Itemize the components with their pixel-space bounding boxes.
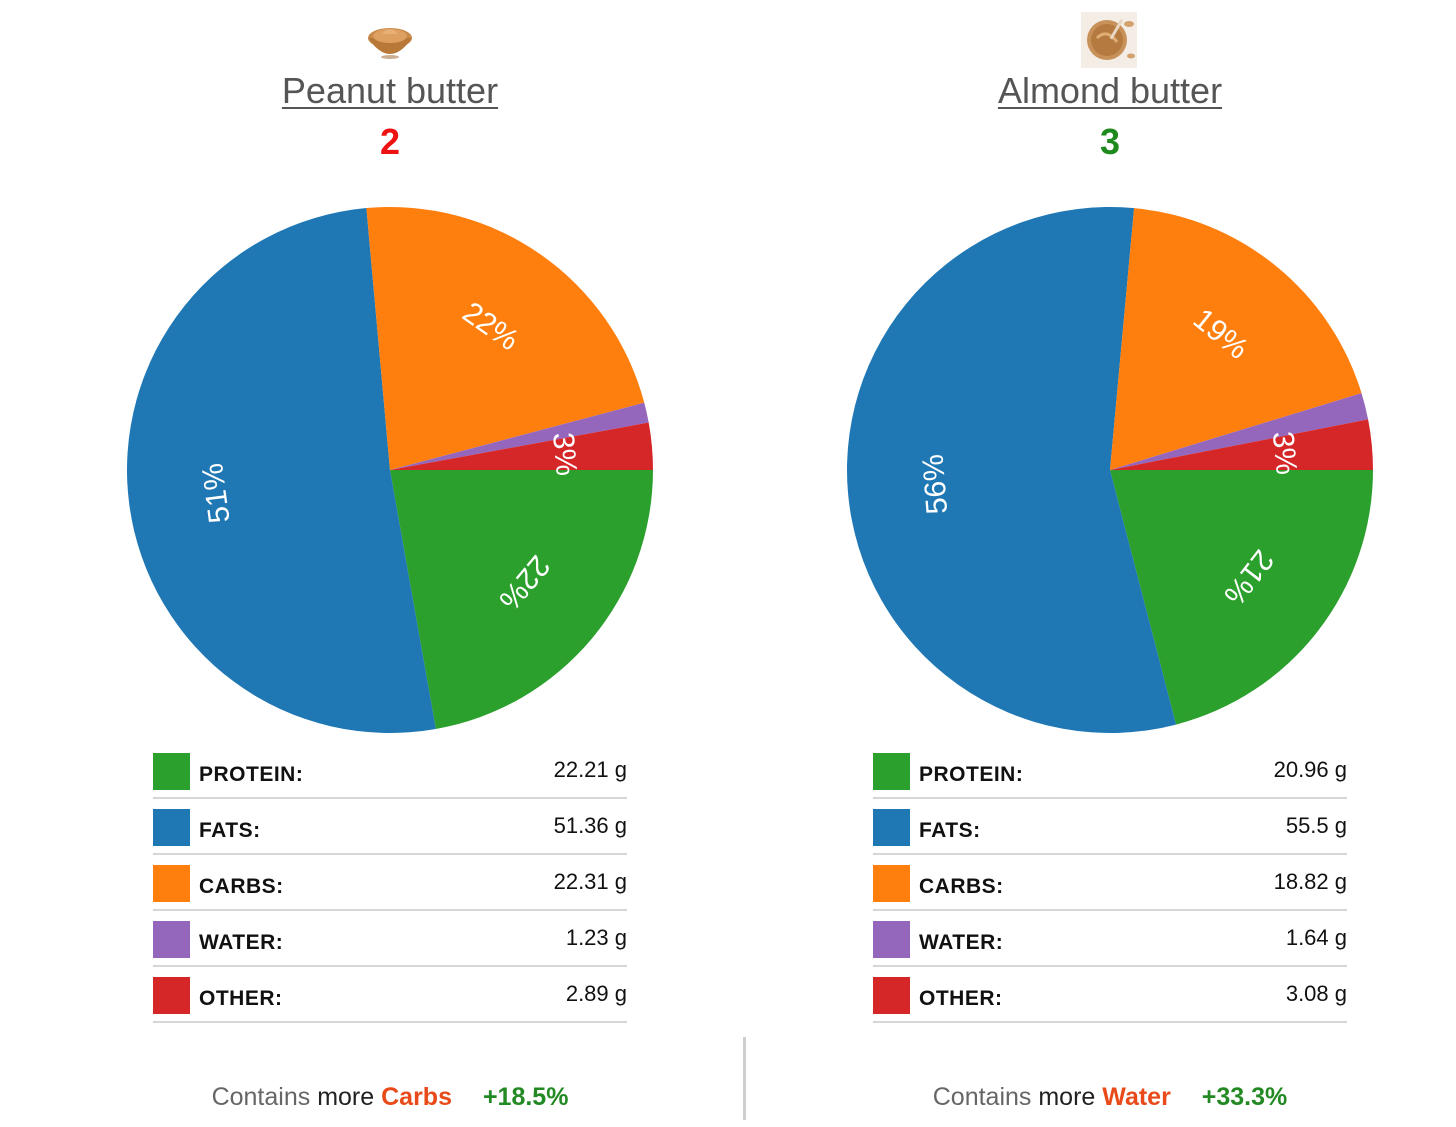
legend-label: FATS: <box>199 819 261 842</box>
legend-swatch <box>153 809 190 846</box>
pie-slice-carbs <box>1110 208 1362 470</box>
summary-prefix: Contains <box>932 1083 1032 1111</box>
summary-more: more <box>1038 1083 1096 1111</box>
pie-slice-other <box>1110 419 1373 470</box>
legend-swatch <box>153 921 190 958</box>
legend-label: WATER: <box>919 931 1004 954</box>
legend-row-other: OTHER: 3.08 g <box>873 967 1347 1023</box>
nutrient-legend: PROTEIN: 22.21 g FATS: 51.36 g CARBS: 22.31 g… <box>153 743 627 1023</box>
legend-label: CARBS: <box>919 875 1004 898</box>
pie-slice-protein <box>390 470 653 729</box>
legend-label: OTHER: <box>919 987 1003 1010</box>
legend-value: 22.21 g <box>553 757 627 782</box>
legend-label: OTHER: <box>199 987 283 1010</box>
summary-nutrient: Carbs <box>381 1083 452 1111</box>
summary-diff: +33.3% <box>1201 1083 1288 1111</box>
legend-value: 18.82 g <box>1273 869 1347 894</box>
legend-row-protein: PROTEIN: 22.21 g <box>153 743 627 799</box>
pie-slice-carbs <box>366 207 645 470</box>
pie-percent-label: 51% <box>196 461 237 525</box>
legend-row-fats: FATS: 51.36 g <box>153 799 627 855</box>
comparison-summary: Contains more Water +33.3% <box>720 1083 1456 1112</box>
pie-chart-peanut-butter: 22%51%22%3% <box>126 207 653 733</box>
summary-diff: +18.5% <box>482 1083 569 1111</box>
pie-percent-label: 3% <box>546 431 583 477</box>
legend-value: 3.08 g <box>1285 981 1347 1006</box>
legend-swatch <box>873 809 910 846</box>
summary-more: more <box>317 1083 375 1111</box>
legend-label: FATS: <box>919 819 981 842</box>
legend-row-protein: PROTEIN: 20.96 g <box>873 743 1347 799</box>
pie-chart-almond-butter: 21%56%19%3% <box>847 207 1373 734</box>
pie-slice-water <box>390 402 649 470</box>
pie-slice-protein <box>1110 470 1373 725</box>
pie-slice-fats <box>847 207 1177 734</box>
legend-value: 51.36 g <box>553 813 627 838</box>
pie-percent-label: 56% <box>917 453 955 516</box>
legend-row-water: WATER: 1.64 g <box>873 911 1347 967</box>
summary-nutrient: Water <box>1102 1083 1171 1111</box>
column-divider <box>743 1037 746 1120</box>
legend-label: WATER: <box>199 931 284 954</box>
legend-swatch <box>873 865 910 902</box>
legend-row-other: OTHER: 2.89 g <box>153 967 627 1023</box>
legend-value: 20.96 g <box>1273 757 1347 782</box>
legend-label: PROTEIN: <box>919 763 1024 786</box>
legend-value: 1.64 g <box>1285 925 1347 950</box>
food-column-almond-butter: Almond butter 3 21% 56% 19% 3% PROTEIN: 20.9… <box>720 0 1440 1127</box>
peanut-butter-bowl-icon <box>368 28 412 59</box>
legend-value: 1.23 g <box>565 925 627 950</box>
legend-label: CARBS: <box>199 875 284 898</box>
legend-swatch <box>873 977 910 1014</box>
legend-swatch <box>153 753 190 790</box>
legend-swatch <box>873 921 910 958</box>
nutrient-legend: PROTEIN: 20.96 g FATS: 55.5 g CARBS: 18.82 g W… <box>873 743 1347 1023</box>
almond-butter-jar-icon <box>1081 12 1137 68</box>
legend-swatch <box>153 865 190 902</box>
food-title[interactable]: Almond butter <box>997 70 1223 111</box>
food-title[interactable]: Peanut butter <box>281 70 499 111</box>
legend-value: 2.89 g <box>565 981 627 1006</box>
pie-percent-label: 3% <box>1266 430 1303 476</box>
food-score: 3 <box>1099 121 1121 162</box>
legend-value: 22.31 g <box>553 869 627 894</box>
legend-row-fats: FATS: 55.5 g <box>873 799 1347 855</box>
legend-label: PROTEIN: <box>199 763 304 786</box>
legend-row-water: WATER: 1.23 g <box>153 911 627 967</box>
food-column-peanut-butter: Peanut butter 2 22% 51% 22% 3% PROTEIN: 22.2… <box>0 0 720 1127</box>
legend-swatch <box>873 753 910 790</box>
pie-slice-water <box>1110 393 1369 470</box>
summary-prefix: Contains <box>211 1083 311 1111</box>
pie-slice-fats <box>126 208 436 733</box>
legend-row-carbs: CARBS: 22.31 g <box>153 855 627 911</box>
legend-value: 55.5 g <box>1285 813 1347 838</box>
legend-swatch <box>153 977 190 1014</box>
pie-slice-other <box>390 422 653 470</box>
legend-row-carbs: CARBS: 18.82 g <box>873 855 1347 911</box>
comparison-summary: Contains more Carbs +18.5% <box>0 1083 780 1112</box>
food-score: 2 <box>379 121 401 162</box>
